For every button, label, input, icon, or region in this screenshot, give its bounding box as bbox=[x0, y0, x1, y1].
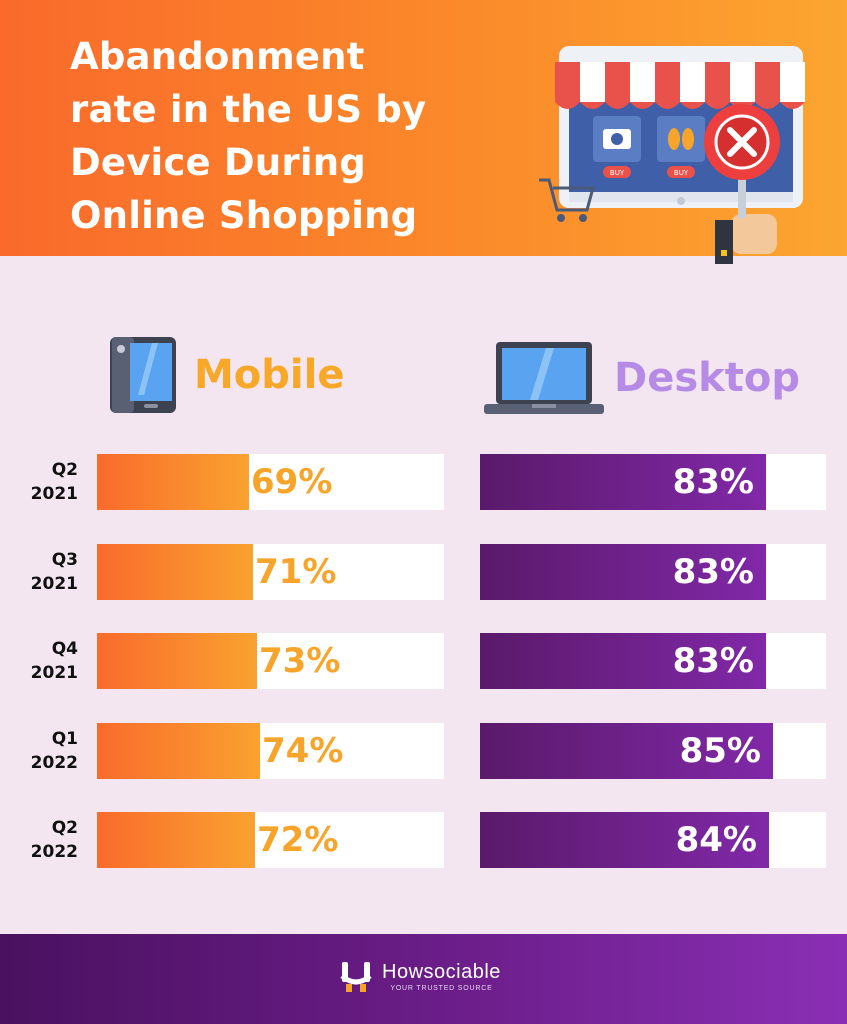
desktop-header: Desktop bbox=[484, 340, 800, 416]
mobile-bar bbox=[97, 454, 249, 510]
desktop-value-label: 83% bbox=[672, 641, 754, 681]
mobile-value-label: 74% bbox=[262, 731, 344, 771]
mobile-bar-track: 74% bbox=[97, 723, 444, 779]
chart-title: Abandonment rate in the US by Device Dur… bbox=[70, 35, 427, 237]
mobile-series-label: Mobile bbox=[194, 352, 345, 398]
mobile-value-label: 73% bbox=[259, 641, 341, 681]
desktop-bar bbox=[480, 633, 766, 689]
mobile-bar-track: 69% bbox=[97, 454, 444, 510]
desktop-bar bbox=[480, 812, 769, 868]
desktop-value-label: 83% bbox=[672, 462, 754, 502]
brand-logo: Howsociable YOUR TRUSTED SOURCE bbox=[338, 958, 501, 994]
desktop-bar bbox=[480, 454, 766, 510]
howsociable-logo-icon bbox=[340, 962, 372, 992]
desktop-bar-track: 83% bbox=[480, 633, 826, 689]
mobile-bar-track: 71% bbox=[97, 544, 444, 600]
brand-tagline: YOUR TRUSTED SOURCE bbox=[390, 984, 493, 992]
mobile-bar bbox=[97, 723, 260, 779]
desktop-bar bbox=[480, 723, 773, 779]
desktop-series-label: Desktop bbox=[614, 355, 800, 401]
category-label: Q2 2022 bbox=[30, 818, 78, 862]
mobile-bar-track: 72% bbox=[97, 812, 444, 868]
desktop-bar-track: 83% bbox=[480, 544, 826, 600]
desktop-bar-track: 83% bbox=[480, 454, 826, 510]
mobile-bar bbox=[97, 544, 253, 600]
mobile-bar bbox=[97, 812, 255, 868]
brand-name: Howsociable bbox=[382, 960, 501, 983]
desktop-bar-track: 84% bbox=[480, 812, 826, 868]
desktop-bar-track: 85% bbox=[480, 723, 826, 779]
footer-banner bbox=[0, 934, 847, 1024]
buy-right-label: BUY bbox=[674, 169, 689, 177]
mobile-value-label: 71% bbox=[255, 552, 337, 592]
mobile-bar bbox=[97, 633, 257, 689]
smartphone-icon bbox=[110, 337, 176, 413]
desktop-bar bbox=[480, 544, 766, 600]
mobile-bar-track: 73% bbox=[97, 633, 444, 689]
online-store-cancel-icon: BUY BUY bbox=[539, 46, 805, 264]
category-label: Q2 2021 bbox=[30, 460, 78, 504]
desktop-value-label: 84% bbox=[675, 820, 757, 860]
laptop-icon bbox=[484, 342, 604, 414]
mobile-header: Mobile bbox=[108, 335, 344, 415]
category-label: Q4 2021 bbox=[30, 639, 78, 683]
desktop-value-label: 83% bbox=[672, 552, 754, 592]
buy-left-label: BUY bbox=[610, 169, 625, 177]
category-label: Q3 2021 bbox=[30, 550, 78, 594]
desktop-value-label: 85% bbox=[679, 731, 761, 771]
mobile-value-label: 69% bbox=[251, 462, 333, 502]
mobile-value-label: 72% bbox=[257, 820, 339, 860]
category-label: Q1 2022 bbox=[30, 729, 78, 773]
